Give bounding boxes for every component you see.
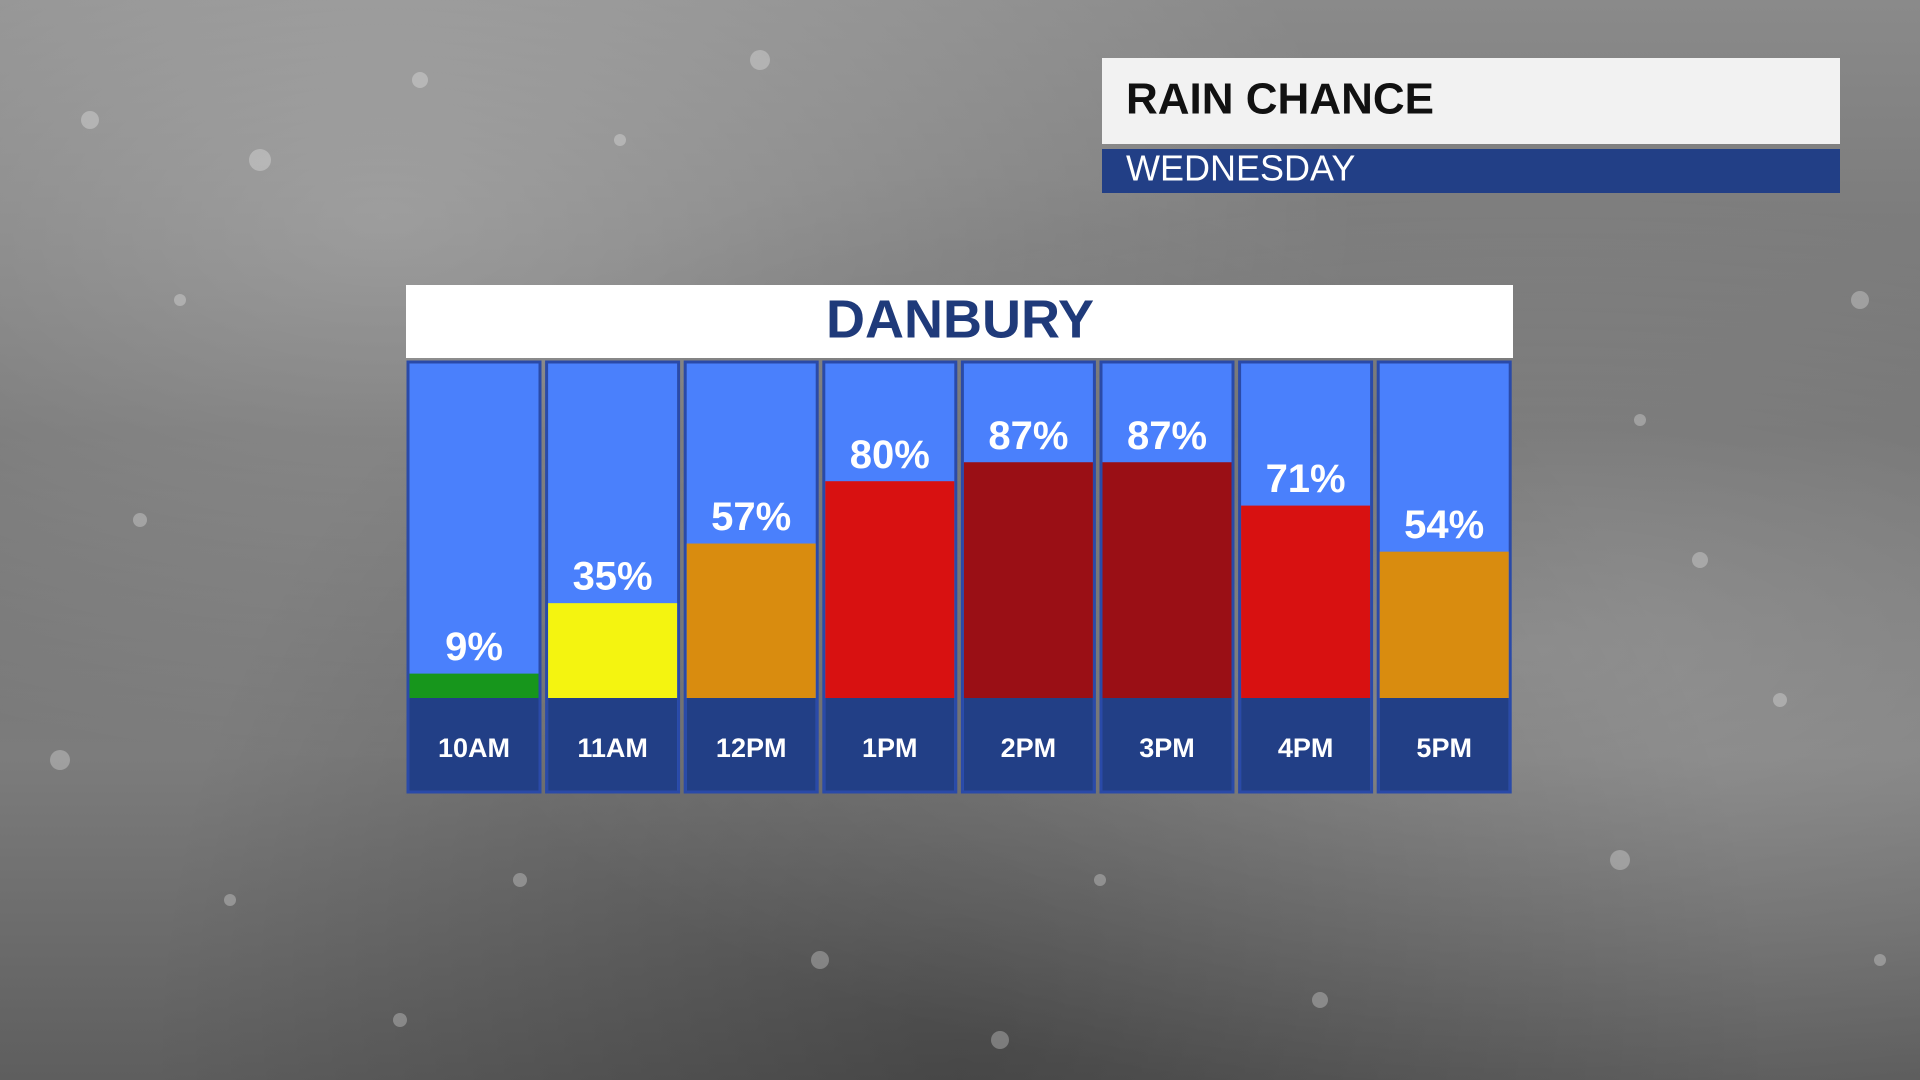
value-label: 87% bbox=[988, 414, 1068, 458]
x-tick-label: 4PM bbox=[1278, 733, 1334, 763]
x-tick-label: 3PM bbox=[1139, 733, 1195, 763]
value-label: 57% bbox=[711, 495, 791, 539]
label-band bbox=[548, 698, 678, 791]
label-band bbox=[1241, 698, 1371, 791]
bar bbox=[1241, 505, 1371, 698]
label-band bbox=[686, 698, 816, 791]
x-tick-label: 12PM bbox=[716, 733, 787, 763]
value-label: 80% bbox=[850, 433, 930, 477]
x-tick-label: 10AM bbox=[438, 733, 510, 763]
chart-title: DANBURY bbox=[826, 289, 1094, 349]
x-tick-label: 2PM bbox=[1001, 733, 1057, 763]
header-subtitle: WEDNESDAY bbox=[1126, 148, 1355, 189]
value-label: 54% bbox=[1404, 503, 1484, 547]
bar bbox=[686, 543, 816, 698]
x-tick-label: 5PM bbox=[1416, 733, 1472, 763]
label-band bbox=[963, 698, 1093, 791]
label-band bbox=[825, 698, 955, 791]
bar bbox=[548, 603, 678, 698]
value-label: 87% bbox=[1127, 414, 1207, 458]
bar bbox=[825, 481, 955, 698]
header-band bbox=[1102, 149, 1840, 193]
bar bbox=[1379, 551, 1509, 698]
label-band bbox=[1379, 698, 1509, 791]
value-label: 71% bbox=[1266, 457, 1346, 501]
location-box bbox=[406, 285, 1513, 358]
value-label: 35% bbox=[573, 555, 653, 599]
header-box bbox=[1102, 58, 1840, 144]
x-tick-label: 11AM bbox=[577, 733, 648, 763]
value-label: 9% bbox=[445, 625, 503, 669]
x-tick-label: 1PM bbox=[862, 733, 918, 763]
bar bbox=[963, 462, 1093, 698]
bar bbox=[1102, 462, 1232, 698]
label-band bbox=[1102, 698, 1232, 791]
label-band bbox=[409, 698, 539, 791]
bar bbox=[409, 673, 539, 698]
droplets bbox=[50, 50, 1886, 1049]
header-title: RAIN CHANCE bbox=[1126, 75, 1434, 124]
